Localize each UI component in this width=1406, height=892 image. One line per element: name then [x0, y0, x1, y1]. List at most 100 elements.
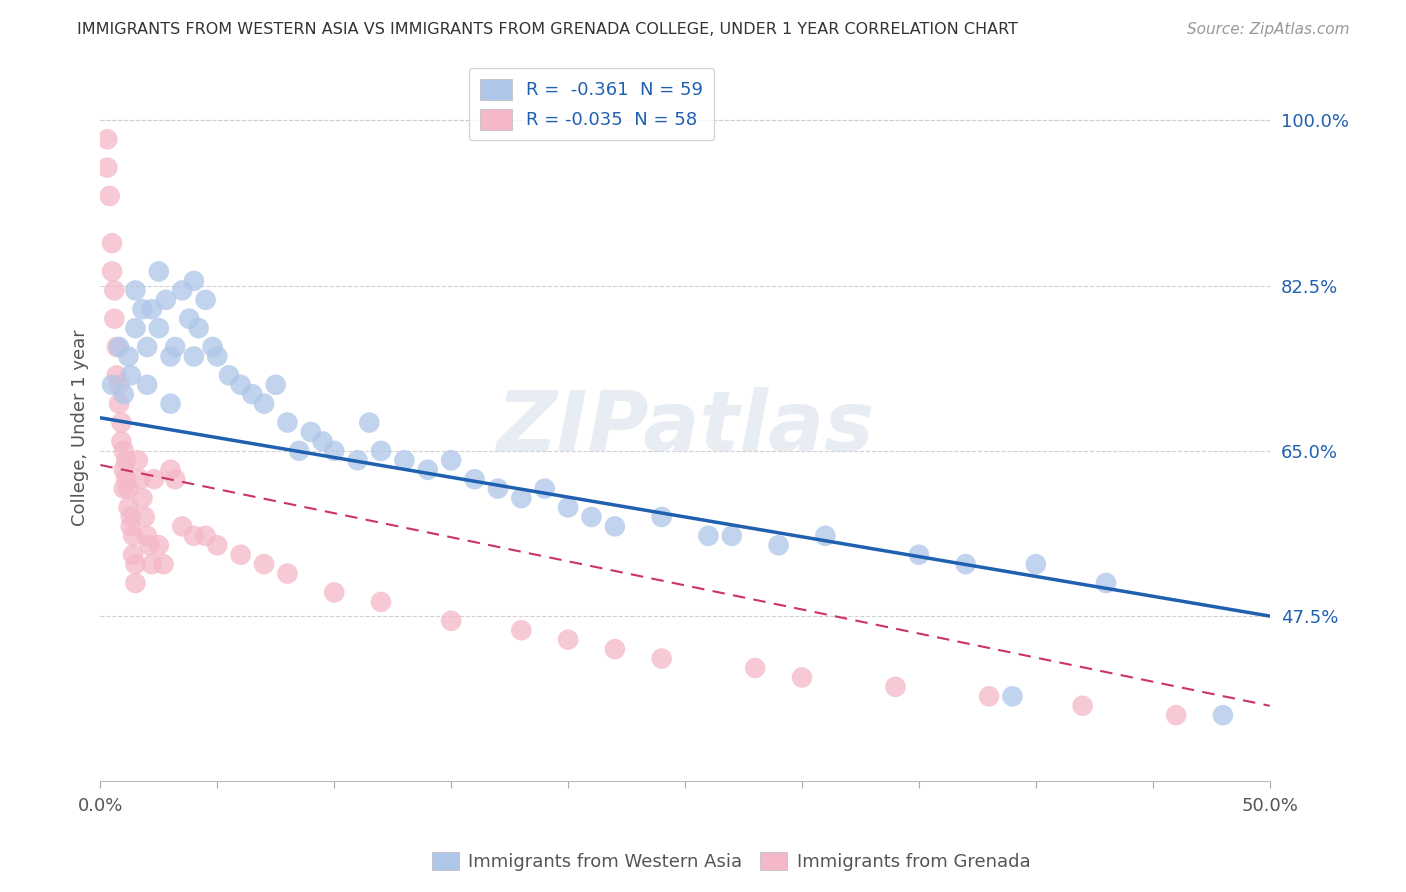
Point [440, 453, 463, 467]
Point [557, 632, 579, 647]
Point [955, 557, 977, 571]
Point [122, 548, 145, 562]
Point [112, 443, 135, 458]
Point [768, 538, 790, 552]
Point [129, 472, 152, 486]
Point [370, 595, 392, 609]
Point [148, 321, 170, 335]
Point [117, 350, 139, 364]
Point [276, 416, 298, 430]
Point [131, 491, 153, 505]
Point [394, 453, 416, 467]
Point [141, 302, 163, 317]
Point [1025, 557, 1047, 571]
Point [1001, 690, 1024, 704]
Point [101, 236, 124, 251]
Point [323, 443, 346, 458]
Point [814, 529, 837, 543]
Point [1095, 576, 1118, 591]
Point [112, 387, 135, 401]
Point [370, 443, 392, 458]
Legend: R =  -0.361  N = 59, R = -0.035  N = 58: R = -0.361 N = 59, R = -0.035 N = 58 [468, 68, 714, 141]
Point [96, 161, 118, 175]
Point [165, 340, 187, 354]
Point [533, 482, 555, 496]
Point [194, 293, 217, 307]
Point [108, 340, 131, 354]
Point [120, 510, 142, 524]
Point [557, 500, 579, 515]
Point [603, 642, 626, 657]
Point [288, 443, 311, 458]
Point [124, 321, 146, 335]
Text: IMMIGRANTS FROM WESTERN ASIA VS IMMIGRANTS FROM GRENADA COLLEGE, UNDER 1 YEAR CO: IMMIGRANTS FROM WESTERN ASIA VS IMMIGRAN… [77, 22, 1018, 37]
Point [908, 548, 931, 562]
Point [183, 350, 205, 364]
Point [108, 397, 131, 411]
Point [218, 368, 240, 383]
Point [264, 377, 287, 392]
Point [117, 482, 139, 496]
Point [148, 538, 170, 552]
Point [115, 453, 138, 467]
Point [124, 576, 146, 591]
Point [229, 548, 252, 562]
Point [651, 510, 673, 524]
Point [440, 614, 463, 628]
Point [323, 585, 346, 599]
Point [159, 397, 181, 411]
Point [790, 670, 813, 684]
Point [96, 132, 118, 146]
Point [105, 340, 128, 354]
Point [120, 368, 142, 383]
Point [117, 500, 139, 515]
Point [134, 510, 156, 524]
Point [299, 425, 322, 439]
Point [240, 387, 263, 401]
Point [152, 557, 174, 571]
Point [172, 519, 194, 533]
Point [1212, 708, 1234, 723]
Point [136, 529, 159, 543]
Point [122, 529, 145, 543]
Point [112, 463, 135, 477]
Point [187, 321, 209, 335]
Point [884, 680, 907, 694]
Point [720, 529, 742, 543]
Y-axis label: College, Under 1 year: College, Under 1 year [72, 329, 89, 525]
Point [105, 368, 128, 383]
Point [120, 519, 142, 533]
Point [131, 302, 153, 317]
Text: ZIPatlas: ZIPatlas [496, 387, 875, 467]
Point [138, 538, 160, 552]
Point [101, 377, 124, 392]
Point [603, 519, 626, 533]
Point [179, 311, 201, 326]
Point [165, 472, 187, 486]
Point [346, 453, 368, 467]
Point [148, 264, 170, 278]
Text: Source: ZipAtlas.com: Source: ZipAtlas.com [1187, 22, 1350, 37]
Point [207, 350, 229, 364]
Point [977, 690, 1000, 704]
Point [276, 566, 298, 581]
Point [112, 482, 135, 496]
Point [744, 661, 766, 675]
Point [183, 529, 205, 543]
Point [98, 189, 121, 203]
Point [110, 416, 132, 430]
Point [194, 529, 217, 543]
Point [201, 340, 224, 354]
Point [155, 293, 177, 307]
Point [159, 463, 181, 477]
Point [172, 284, 194, 298]
Point [253, 557, 276, 571]
Point [416, 463, 439, 477]
Point [464, 472, 486, 486]
Point [183, 274, 205, 288]
Point [115, 472, 138, 486]
Point [103, 284, 125, 298]
Point [486, 482, 509, 496]
Point [697, 529, 720, 543]
Point [207, 538, 229, 552]
